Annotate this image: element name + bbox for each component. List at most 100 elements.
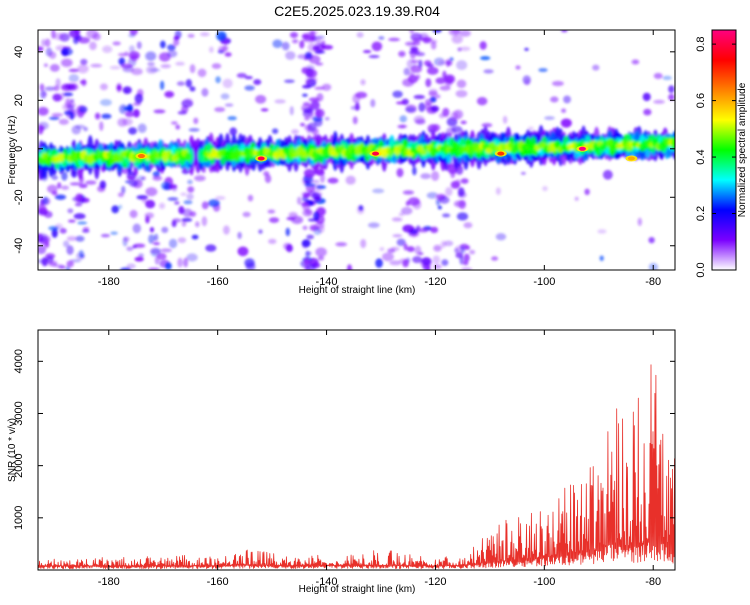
heatmap-noise-cell	[301, 67, 309, 74]
heatmap-noise-cell	[153, 242, 160, 246]
heatmap-noise-cell	[602, 169, 613, 180]
heatmap-noise-cell	[352, 116, 358, 125]
heatmap-noise-cell	[201, 216, 208, 227]
heatmap-noise-cell	[324, 116, 330, 121]
heatmap-noise-cell	[390, 246, 400, 252]
heatmap-noise-cell	[78, 37, 90, 44]
heatmap-noise-cell	[193, 117, 199, 125]
heatmap-noise-cell	[51, 175, 59, 180]
heatmap-noise-cell	[144, 212, 155, 219]
heatmap-noise-cell	[431, 171, 440, 181]
heatmap-noise-cell	[136, 41, 142, 50]
heatmap-noise-cell	[195, 221, 200, 228]
heatmap-noise-cell	[100, 233, 111, 238]
heatmap-noise-cell	[154, 233, 159, 242]
heatmap-noise-cell	[69, 108, 76, 113]
heatmap-noise-cell	[445, 187, 453, 197]
heatmap-noise-cell	[441, 259, 449, 266]
heatmap-noise-cell	[224, 52, 232, 57]
heatmap-hot-spot	[627, 156, 635, 161]
heatmap-noise-cell	[187, 33, 195, 38]
heatmap-noise-cell	[396, 167, 404, 178]
heatmap-noise-cell	[60, 58, 73, 68]
heatmap-noise-cell	[167, 197, 179, 201]
snr-y-tick-label: 3000	[13, 401, 25, 425]
heatmap-noise-cell	[85, 180, 97, 185]
heatmap-noise-cell	[432, 264, 442, 269]
heatmap-noise-cell	[398, 212, 405, 217]
heatmap-noise-cell	[54, 194, 67, 200]
snr-panel: -180 -160 -140 -120 -100 -80 1000 2000 3000 4000…	[7, 329, 676, 595]
heatmap-noise-cell	[413, 94, 426, 100]
heatmap-noise-cell	[189, 86, 196, 92]
heatmap-noise-cell	[269, 217, 280, 223]
heatmap-noise-cell	[260, 108, 269, 112]
heatmap-noise-cell	[284, 79, 295, 83]
heatmap-noise-cell	[174, 201, 180, 205]
heatmap-noise-cell	[327, 177, 339, 184]
heatmap-noise-cell	[427, 124, 438, 133]
heatmap-noise-cell	[156, 252, 167, 260]
heatmap-noise-cell	[469, 249, 476, 255]
heatmap-noise-cell	[450, 168, 456, 179]
heatmap-noise-cell	[451, 126, 463, 133]
heatmap-noise-cell	[189, 64, 196, 74]
heatmap-noise-cell	[296, 196, 302, 205]
heatmap-noise-cell	[479, 41, 487, 50]
heatmap-noise-cell	[415, 118, 426, 125]
heatmap-noise-cell	[409, 30, 415, 34]
heatmap-noise-cell	[356, 205, 365, 215]
heatmap-noise-cell	[170, 121, 178, 125]
heatmap-noise-cell	[183, 98, 194, 106]
heatmap-noise-cell	[160, 40, 166, 49]
heatmap-noise-cell	[316, 185, 327, 190]
heatmap-noise-cell	[186, 253, 198, 262]
heatmap-noise-cell	[524, 47, 529, 51]
heatmap-noise-cell	[406, 246, 415, 253]
heatmap-noise-cell	[304, 209, 312, 215]
heatmap-noise-cell	[459, 30, 471, 37]
heatmap-noise-cell	[137, 123, 147, 134]
heatmap-noise-cell	[152, 175, 163, 181]
spectrogram-x-tick-label: -120	[424, 276, 446, 288]
heatmap-noise-cell	[159, 80, 165, 90]
heatmap-noise-cell	[315, 247, 327, 257]
heatmap-noise-cell	[313, 227, 322, 236]
heatmap-noise-cell	[450, 111, 460, 121]
heatmap-noise-cell	[209, 46, 214, 53]
heatmap-noise-cell	[117, 117, 128, 127]
heatmap-noise-cell	[648, 237, 655, 244]
heatmap-noise-cell	[442, 213, 451, 218]
heatmap-noise-cell	[132, 245, 137, 249]
heatmap-noise-cell	[244, 85, 255, 91]
heatmap-noise-cell	[60, 47, 73, 56]
heatmap-noise-cell	[199, 32, 210, 37]
heatmap-noise-cell	[439, 85, 451, 91]
heatmap-noise-cell	[304, 33, 316, 44]
heatmap-noise-cell	[442, 107, 450, 117]
heatmap-noise-cell	[375, 258, 383, 268]
heatmap-noise-cell	[128, 127, 137, 135]
heatmap-noise-cell	[129, 209, 138, 219]
heatmap-noise-cell	[491, 256, 499, 261]
heatmap-noise-cell	[432, 30, 442, 33]
heatmap-noise-cell	[124, 106, 134, 112]
colorbar-tick-label: 0.4	[695, 149, 707, 164]
heatmap-noise-cell	[410, 59, 420, 63]
heatmap-noise-cell	[304, 51, 312, 60]
heatmap-noise-cell	[177, 257, 183, 268]
heatmap-noise-cell	[99, 180, 107, 189]
heatmap-noise-cell	[391, 217, 403, 222]
heatmap-noise-cell	[61, 171, 68, 181]
heatmap-noise-cell	[63, 240, 70, 248]
heatmap-noise-cell	[59, 227, 67, 234]
heatmap-noise-cell	[41, 39, 47, 47]
heatmap-noise-cell	[412, 166, 417, 176]
heatmap-noise-cell	[463, 253, 470, 262]
heatmap-noise-cell	[443, 240, 454, 247]
heatmap-noise-cell	[66, 245, 74, 255]
heatmap-band-cell	[116, 155, 124, 163]
heatmap-noise-cell	[134, 93, 143, 104]
snr-x-tick-label: -100	[533, 576, 555, 588]
